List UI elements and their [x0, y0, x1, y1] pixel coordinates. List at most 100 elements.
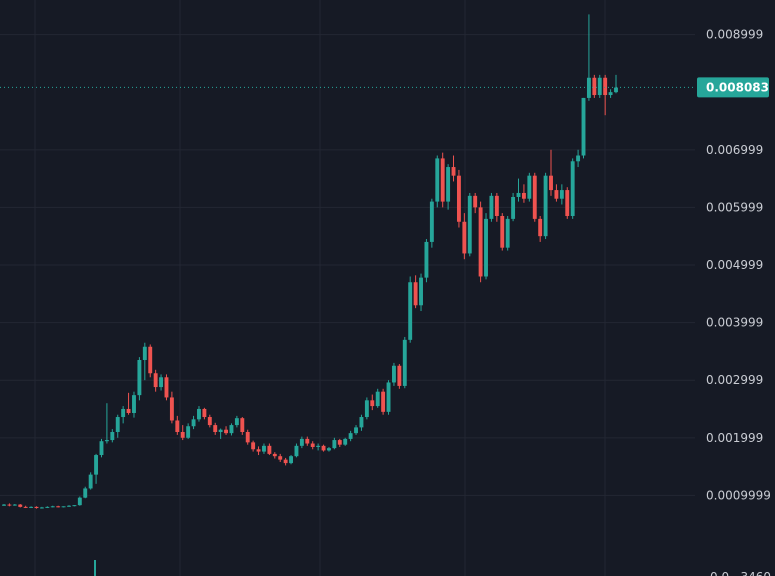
candle-100 — [543, 172, 548, 240]
candle-61 — [332, 437, 337, 450]
candle-90 — [489, 192, 494, 222]
candle-109 — [592, 74, 597, 98]
candle-77 — [419, 273, 423, 312]
candle-104 — [565, 187, 570, 219]
candle-body — [549, 175, 553, 191]
candle-55 — [299, 436, 304, 449]
candle-52 — [283, 457, 288, 466]
candle-72 — [391, 362, 396, 386]
candle-11 — [61, 506, 66, 508]
candle-body — [132, 395, 136, 413]
candle-body — [56, 506, 61, 508]
candle-94 — [511, 192, 516, 222]
grid — [0, 0, 695, 576]
candle-64 — [348, 430, 353, 442]
candle-112 — [608, 89, 613, 98]
candle-45 — [245, 429, 250, 445]
candle-body — [516, 192, 521, 197]
y-tick-label: 0.003999 — [706, 316, 763, 330]
y-tick-label: 0.006999 — [706, 143, 763, 157]
candle-43 — [234, 415, 239, 428]
candle-21 — [115, 414, 120, 438]
candle-97 — [527, 172, 532, 202]
candle-105 — [570, 158, 575, 219]
candle-7 — [39, 506, 44, 509]
candle-body — [2, 504, 6, 506]
candle-31 — [169, 391, 174, 424]
candle-87 — [473, 192, 478, 214]
candle-body — [77, 497, 82, 506]
candle-body — [397, 365, 402, 386]
y-tick-label: 0.004999 — [706, 258, 763, 272]
candle-body — [305, 438, 310, 444]
candle-body — [559, 190, 564, 199]
candle-body — [224, 429, 229, 434]
candle-54 — [294, 443, 299, 458]
candle-69 — [375, 388, 380, 408]
candle-57 — [310, 441, 315, 450]
y-tick-label: 0.001999 — [706, 431, 763, 445]
candle-body — [381, 391, 386, 412]
candle-26 — [142, 342, 147, 381]
price-axis[interactable]: 0.0009999 0.001999 0.002999 0.003999 0.00499… — [697, 28, 771, 576]
candle-body — [45, 506, 50, 508]
candle-51 — [278, 453, 283, 462]
candle-body — [148, 346, 153, 374]
candle-body — [18, 504, 23, 507]
candle-78 — [424, 239, 429, 283]
candle-body — [229, 425, 234, 434]
candle-body — [505, 218, 510, 248]
candle-body — [180, 432, 185, 438]
candle-body — [592, 77, 597, 96]
candle-25 — [137, 357, 142, 401]
candle-74 — [402, 336, 407, 389]
candle-86 — [467, 192, 472, 257]
candle-110 — [597, 74, 602, 98]
candle-body — [29, 506, 34, 508]
candle-body — [511, 196, 516, 219]
candle-79 — [429, 198, 434, 248]
candle-71 — [386, 380, 391, 415]
candle-67 — [364, 397, 369, 420]
candle-body — [213, 425, 218, 432]
candle-99 — [538, 216, 543, 242]
candle-body — [137, 360, 142, 396]
candle-body — [207, 417, 212, 426]
candle-body — [419, 277, 423, 306]
y-tick-label: 0.008999 — [706, 28, 763, 42]
candle-body — [299, 438, 304, 446]
candle-body — [169, 397, 174, 421]
candle-body — [240, 418, 245, 432]
candle-body — [370, 400, 375, 407]
candle-102 — [554, 184, 559, 202]
candle-47 — [256, 446, 261, 456]
candle-body — [72, 505, 77, 507]
candle-body — [446, 167, 451, 202]
candle-body — [153, 373, 158, 388]
candle-body — [521, 192, 526, 199]
candle-body — [283, 459, 288, 464]
candle-93 — [505, 216, 510, 251]
candle-body — [500, 216, 505, 248]
candle-body — [50, 506, 55, 508]
candle-92 — [500, 213, 505, 251]
candle-body — [456, 175, 461, 222]
candle-62 — [337, 438, 342, 447]
candle-body — [159, 377, 164, 388]
candle-85 — [462, 213, 467, 260]
candle-body — [435, 158, 440, 202]
candle-81 — [440, 152, 445, 208]
candle-body — [429, 201, 434, 242]
candle-37 — [202, 407, 207, 420]
candle-body — [348, 433, 353, 439]
candle-10 — [56, 505, 61, 508]
candle-body — [321, 445, 326, 451]
y-tick-label: 0.005999 — [706, 200, 763, 214]
candle-113 — [614, 74, 618, 94]
candle-body — [467, 195, 472, 254]
candle-91 — [494, 192, 499, 222]
candles — [2, 14, 618, 576]
candle-body — [175, 420, 180, 432]
